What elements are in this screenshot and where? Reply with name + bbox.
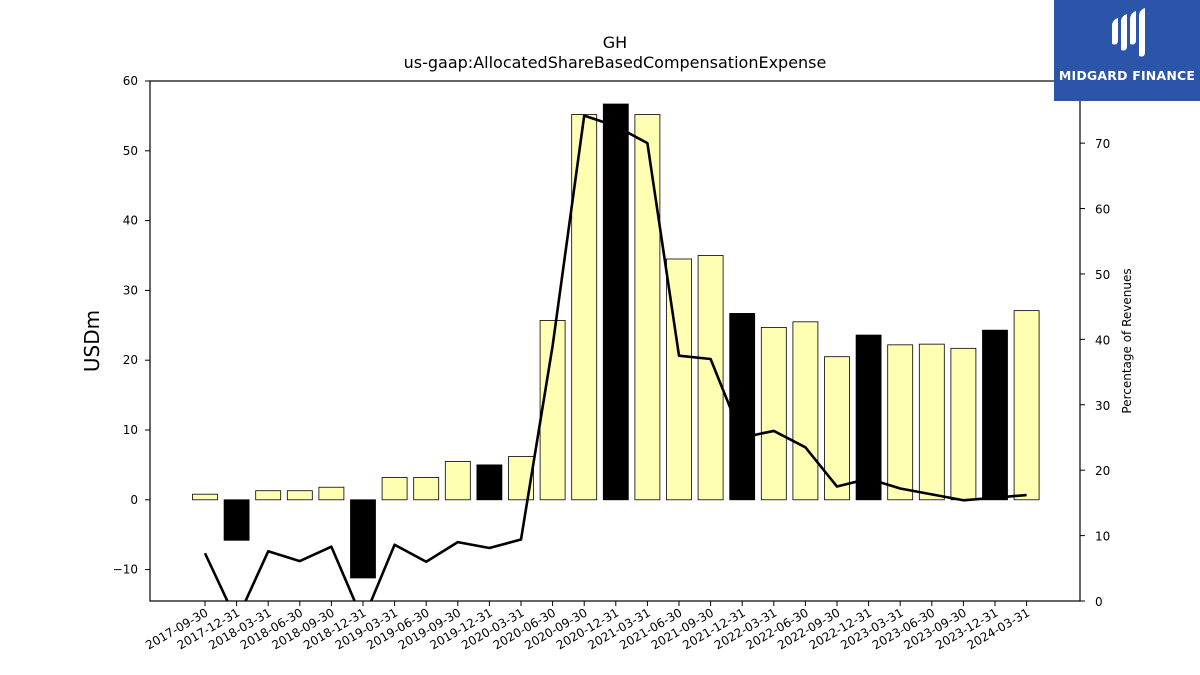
left-axis-ticks: −10 0 10 20 30 40 50 60: [113, 74, 150, 577]
x-axis-ticks: 2017-09-302017-12-312018-03-312018-06-30…: [143, 601, 1032, 652]
y-axis-label: USDm: [80, 310, 104, 372]
bar-2021-12-31: [729, 313, 756, 501]
bar-2022-06-30: [792, 321, 819, 501]
bar-2019-09-30: [444, 460, 471, 501]
chart-title: GH: [603, 33, 627, 52]
left-tick-label: 10: [123, 423, 138, 437]
bar-2022-09-30: [824, 356, 850, 501]
left-tick-label: 30: [123, 283, 138, 297]
bar-2019-12-31: [476, 464, 503, 501]
bar-2023-09-30: [950, 347, 977, 501]
logo-wordmark: MIDGARD FINANCE: [1058, 68, 1196, 83]
right-tick-label: 10: [1095, 530, 1110, 544]
right-tick-label: 0: [1095, 595, 1103, 609]
midgard-finance-logo: MIDGARD FINANCE: [1054, 0, 1200, 101]
bar-2017-12-31: [223, 499, 250, 541]
left-tick-label: 0: [130, 493, 138, 507]
bars-layer: [192, 103, 1040, 579]
left-tick-label: 50: [123, 144, 138, 158]
bar-2018-12-31: [350, 499, 376, 579]
bar-2019-03-31: [381, 477, 408, 501]
bar-2019-06-30: [413, 477, 440, 501]
bar-2021-03-31: [634, 114, 661, 501]
right-tick-label: 40: [1095, 333, 1110, 347]
bar-2022-12-31: [855, 334, 882, 501]
y-axis-right-label: Percentage of Revenues: [1120, 268, 1134, 413]
chart-subtitle: us-gaap:AllocatedShareBasedCompensationE…: [404, 53, 827, 72]
right-tick-label: 20: [1095, 464, 1110, 478]
left-tick-label: 40: [123, 214, 138, 228]
bar-2024-03-31: [1013, 310, 1040, 501]
bar-2018-03-31: [255, 490, 282, 501]
right-tick-label: 70: [1095, 137, 1110, 151]
bar-2023-06-30: [918, 343, 945, 501]
bar-2018-09-30: [318, 486, 345, 501]
bar-2017-09-30: [192, 493, 218, 501]
right-axis-ticks: 0 10 20 30 40 50 60 70: [1080, 137, 1110, 609]
line-layer: [203, 114, 1027, 601]
bar-2023-03-31: [887, 344, 914, 501]
plot-frame: [149, 80, 1081, 602]
left-tick-label: −10: [113, 563, 138, 577]
bar-2018-06-30: [286, 490, 313, 501]
left-tick-label: 60: [123, 74, 138, 88]
left-tick-label: 20: [123, 353, 138, 367]
right-tick-label: 30: [1095, 399, 1110, 413]
bar-2020-12-31: [602, 103, 629, 501]
revenue-percentage-line: [203, 114, 1027, 601]
bar-2020-03-31: [508, 456, 534, 501]
right-tick-label: 60: [1095, 203, 1110, 217]
midgard-logo-icon: [1112, 8, 1145, 57]
bar-2022-03-31: [760, 326, 787, 501]
right-tick-label: 50: [1095, 268, 1110, 282]
bar-2023-12-31: [982, 329, 1008, 501]
